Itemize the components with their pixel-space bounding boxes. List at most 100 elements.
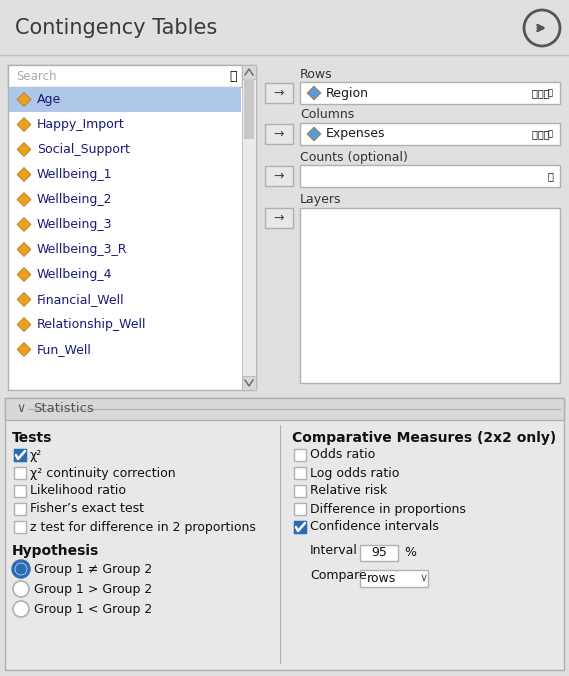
Text: Social_Support: Social_Support — [37, 143, 130, 156]
Text: Expenses: Expenses — [326, 128, 386, 141]
Bar — [300, 165, 560, 187]
Text: →: → — [274, 87, 284, 99]
Text: Region: Region — [326, 87, 369, 99]
Text: Log odds ratio: Log odds ratio — [310, 466, 399, 479]
Bar — [300, 208, 560, 383]
Text: Age: Age — [37, 93, 61, 106]
Text: Difference in proportions: Difference in proportions — [310, 502, 466, 516]
Text: rows: rows — [368, 571, 397, 585]
Polygon shape — [17, 293, 31, 306]
Text: Confidence intervals: Confidence intervals — [310, 521, 439, 533]
Text: Wellbeing_4: Wellbeing_4 — [37, 268, 113, 281]
Polygon shape — [17, 193, 31, 206]
Text: Wellbeing_2: Wellbeing_2 — [37, 193, 113, 206]
Text: Wellbeing_1: Wellbeing_1 — [37, 168, 113, 181]
Bar — [242, 65, 256, 79]
Text: ∨: ∨ — [16, 402, 25, 416]
Polygon shape — [17, 168, 31, 181]
Text: Comparative Measures (2x2 only): Comparative Measures (2x2 only) — [292, 431, 556, 445]
Polygon shape — [17, 143, 31, 157]
Polygon shape — [17, 93, 31, 107]
Text: χ²: χ² — [30, 448, 42, 462]
Circle shape — [13, 581, 29, 597]
Text: Group 1 < Group 2: Group 1 < Group 2 — [34, 602, 152, 616]
Text: Happy_Import: Happy_Import — [37, 118, 125, 131]
Text: Search: Search — [16, 70, 56, 82]
Circle shape — [16, 564, 26, 574]
Text: Tests: Tests — [12, 431, 52, 445]
Text: →: → — [274, 128, 284, 141]
Text: →: → — [274, 170, 284, 183]
Text: Interval: Interval — [310, 544, 358, 558]
Text: Layers: Layers — [300, 193, 341, 206]
Text: Hypothesis: Hypothesis — [12, 544, 99, 558]
Text: 🔖: 🔖 — [548, 171, 554, 181]
Bar — [0, 0, 569, 55]
Polygon shape — [17, 118, 31, 132]
Circle shape — [13, 561, 29, 577]
Bar — [242, 65, 256, 390]
Polygon shape — [17, 318, 31, 331]
Bar — [14, 503, 26, 515]
Text: 🧑‍🤝‍🧑: 🧑‍🤝‍🧑 — [532, 88, 550, 98]
Text: Wellbeing_3: Wellbeing_3 — [37, 218, 113, 231]
Bar — [360, 570, 428, 587]
Bar — [294, 485, 306, 497]
Bar — [265, 83, 293, 103]
Bar — [300, 82, 560, 104]
Polygon shape — [17, 268, 31, 281]
Circle shape — [13, 601, 29, 617]
Bar — [14, 467, 26, 479]
Text: Columns: Columns — [300, 109, 354, 122]
Bar — [5, 398, 564, 420]
Polygon shape — [17, 218, 31, 231]
Bar — [14, 449, 26, 461]
Bar — [14, 449, 26, 461]
Text: Relationship_Well: Relationship_Well — [37, 318, 146, 331]
Bar — [360, 545, 398, 561]
Text: χ² continuity correction: χ² continuity correction — [30, 466, 176, 479]
Text: Rows: Rows — [300, 68, 333, 80]
Text: Wellbeing_3_R: Wellbeing_3_R — [37, 243, 127, 256]
Text: Fisher’s exact test: Fisher’s exact test — [30, 502, 144, 516]
Bar — [0, 55, 569, 400]
Text: z test for difference in 2 proportions: z test for difference in 2 proportions — [30, 521, 256, 533]
Text: 🔍: 🔍 — [229, 70, 237, 82]
Bar — [14, 521, 26, 533]
Text: Statistics: Statistics — [33, 402, 94, 416]
Text: Contingency Tables: Contingency Tables — [15, 18, 217, 38]
Bar — [294, 521, 306, 533]
Text: Group 1 ≠ Group 2: Group 1 ≠ Group 2 — [34, 562, 152, 575]
Bar — [14, 485, 26, 497]
Text: 🧑‍🤝‍🧑: 🧑‍🤝‍🧑 — [532, 129, 550, 139]
Bar — [294, 467, 306, 479]
Bar — [244, 79, 254, 139]
Polygon shape — [307, 127, 321, 141]
Text: 📊: 📊 — [548, 130, 553, 139]
Text: Group 1 > Group 2: Group 1 > Group 2 — [34, 583, 152, 596]
Text: Likelihood ratio: Likelihood ratio — [30, 485, 126, 498]
Bar — [294, 521, 306, 533]
Text: →: → — [274, 212, 284, 224]
Bar — [8, 65, 256, 390]
Bar — [265, 166, 293, 186]
Text: Fun_Well: Fun_Well — [37, 343, 92, 356]
Polygon shape — [17, 343, 31, 356]
Text: 📊: 📊 — [548, 89, 553, 97]
Bar — [294, 503, 306, 515]
Text: ∨: ∨ — [420, 573, 428, 583]
Polygon shape — [17, 243, 31, 256]
Text: Counts (optional): Counts (optional) — [300, 151, 408, 164]
Text: Compare: Compare — [310, 569, 367, 583]
Text: 95: 95 — [371, 546, 387, 560]
Text: Financial_Well: Financial_Well — [37, 293, 125, 306]
Circle shape — [524, 10, 560, 46]
Bar — [300, 123, 560, 145]
Bar — [5, 398, 564, 670]
Bar — [294, 449, 306, 461]
Bar — [9, 87, 241, 112]
Circle shape — [13, 561, 29, 577]
Text: Relative risk: Relative risk — [310, 485, 387, 498]
Text: %: % — [404, 546, 416, 560]
Text: Odds ratio: Odds ratio — [310, 448, 375, 462]
